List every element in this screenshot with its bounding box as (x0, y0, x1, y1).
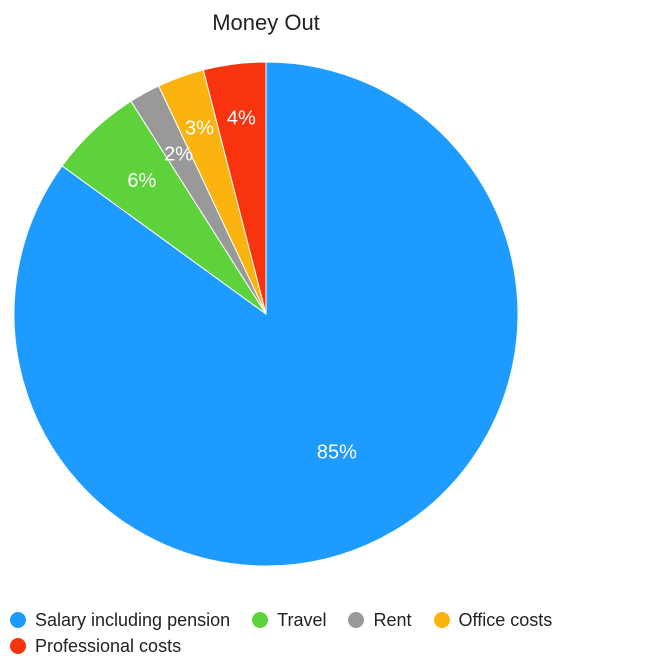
legend-row-2: Professional costs (10, 633, 650, 659)
slice-label-professional-costs: 4% (227, 107, 256, 129)
chart-legend: Salary including pension Travel Rent Off… (10, 607, 650, 659)
legend-item-rent: Rent (348, 609, 412, 631)
legend-row-1: Salary including pension Travel Rent Off… (10, 607, 650, 633)
legend-label-rent: Rent (373, 609, 412, 630)
legend-item-office-costs: Office costs (433, 609, 553, 631)
legend-swatch-salary (10, 612, 26, 628)
slice-label-salary: 85% (317, 441, 357, 463)
legend-label-professional-costs: Professional costs (35, 635, 182, 656)
legend-label-office-costs: Office costs (458, 609, 553, 630)
pie-slice-professional-costs (202, 61, 267, 315)
chart-title: Money Out (212, 10, 320, 35)
legend-item-professional-costs: Professional costs (10, 636, 181, 657)
slice-label-office-costs: 3% (185, 117, 214, 139)
legend-item-salary: Salary including pension (10, 610, 230, 631)
legend-swatch-office-costs (433, 612, 450, 628)
legend-swatch-rent (348, 612, 365, 628)
legend-label-travel: Travel (277, 609, 327, 630)
slice-label-rent: 2% (164, 143, 193, 165)
pie-chart: 85% 6% 2% 3% 4% (13, 61, 519, 567)
legend-swatch-travel (252, 612, 269, 628)
slice-label-travel: 6% (127, 170, 156, 192)
legend-label-salary: Salary including pension (35, 609, 231, 630)
legend-swatch-professional-costs (10, 638, 26, 654)
legend-item-travel: Travel (252, 610, 326, 631)
